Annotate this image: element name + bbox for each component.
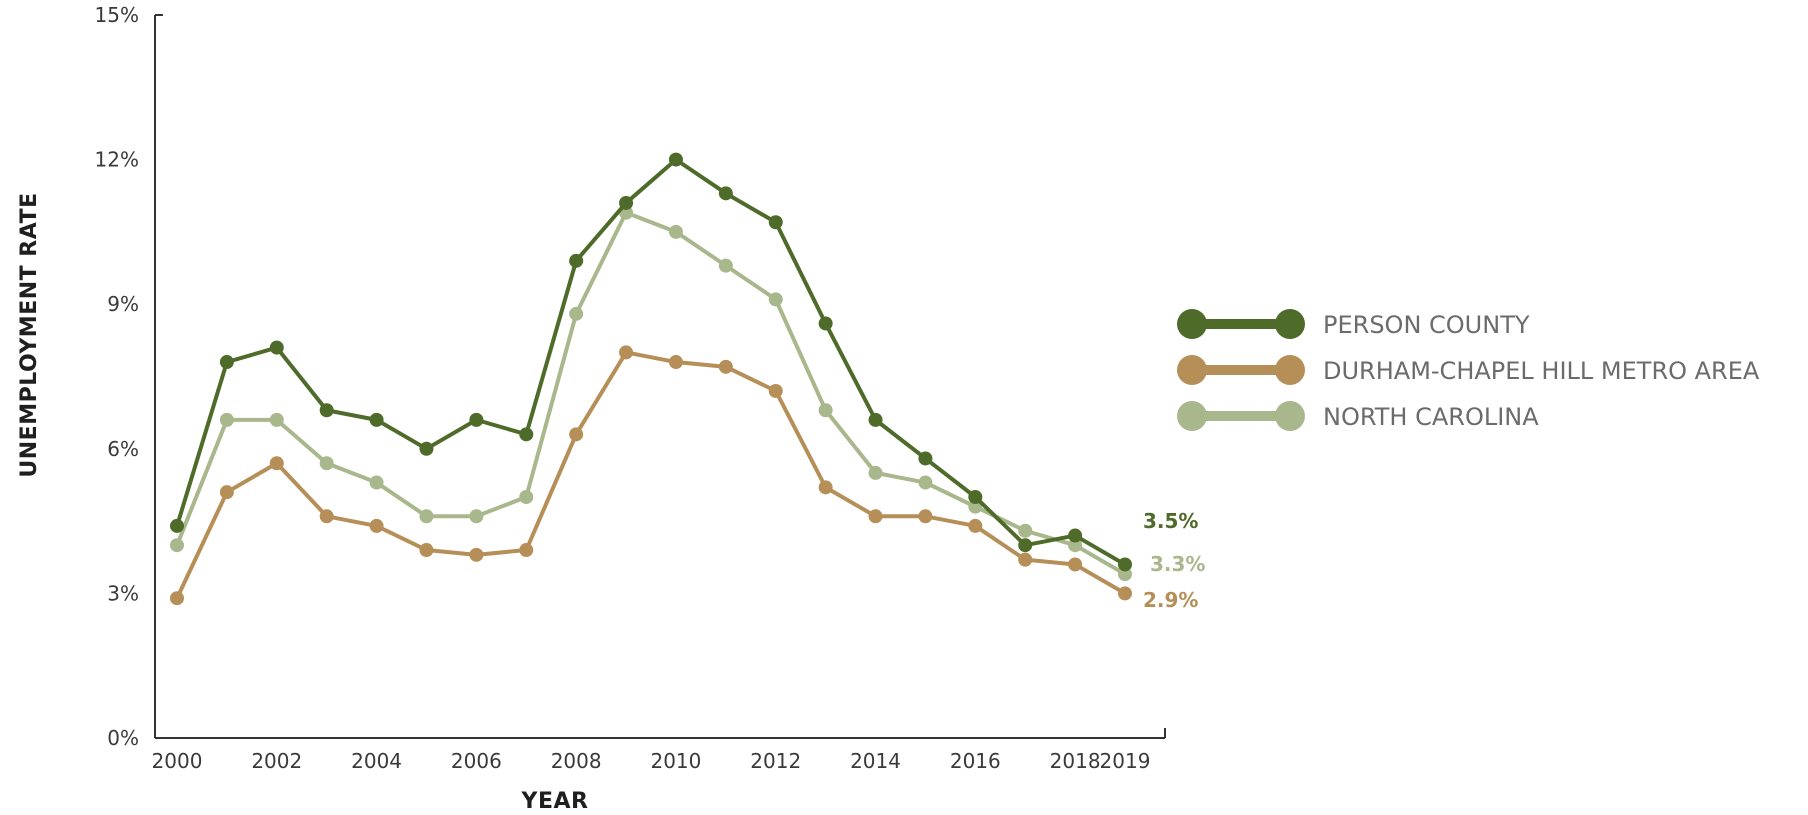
data-point — [569, 253, 584, 268]
data-point — [1118, 557, 1132, 572]
data-point — [219, 355, 234, 370]
data-point — [968, 490, 983, 504]
data-point — [170, 591, 184, 606]
x-tick-label: 2014 — [850, 749, 901, 773]
x-tick-label: 2008 — [551, 749, 602, 773]
data-point — [219, 412, 234, 427]
data-point — [219, 485, 234, 500]
legend-label: DURHAM-CHAPEL HILL METRO AREA — [1323, 357, 1760, 385]
x-tick-label: 2004 — [351, 749, 402, 773]
data-point — [519, 543, 534, 558]
x-tick-label: 2016 — [950, 749, 1001, 773]
data-point — [668, 152, 683, 167]
data-point — [1018, 552, 1033, 567]
axes: 0% 3% 6% 9% 12% 15% 2000 2002 2004 2006 2008 2010 20… — [95, 3, 1166, 773]
end-value-label: 3.3% — [1150, 552, 1205, 576]
data-point — [1118, 586, 1132, 601]
y-tick-label: 12% — [95, 148, 139, 172]
data-point — [768, 215, 783, 230]
data-point — [170, 538, 184, 553]
data-point — [868, 509, 883, 524]
data-point — [419, 543, 434, 558]
data-point — [918, 475, 933, 490]
data-point — [369, 412, 384, 427]
data-point — [818, 480, 833, 495]
data-point — [619, 345, 634, 360]
data-point — [1018, 538, 1033, 553]
data-point — [170, 518, 184, 533]
data-point — [369, 475, 384, 490]
data-point — [768, 292, 783, 307]
data-point — [369, 518, 384, 533]
data-point — [918, 451, 933, 466]
series-line-1 — [175, 350, 1127, 600]
y-tick-label: 6% — [107, 437, 139, 461]
end-labels: 3.5% 2.9% 3.3% — [1143, 509, 1205, 612]
x-tick-label: 2019 — [1100, 749, 1151, 773]
data-point — [868, 465, 883, 480]
x-axis-title: YEAR — [521, 789, 589, 814]
legend-label: PERSON COUNTY — [1323, 311, 1530, 339]
legend-swatch-dot — [1275, 355, 1305, 385]
x-tick-label: 2000 — [152, 749, 203, 773]
data-point — [918, 509, 933, 524]
legend-swatch-dot — [1275, 309, 1305, 339]
legend-swatch-dot — [1177, 355, 1207, 385]
data-point — [718, 258, 733, 273]
data-point — [818, 316, 833, 331]
data-point — [868, 412, 883, 427]
data-point — [818, 403, 833, 418]
legend: PERSON COUNTY DURHAM-CHAPEL HILL METRO AR… — [1177, 309, 1760, 431]
data-point — [319, 509, 334, 524]
data-point — [269, 340, 284, 355]
y-tick-label: 9% — [107, 292, 139, 316]
legend-swatch-dot — [1177, 401, 1207, 431]
data-point — [968, 518, 983, 533]
data-point — [519, 490, 534, 504]
series-line-0 — [175, 157, 1127, 567]
y-tick-label: 3% — [107, 581, 139, 605]
end-value-label: 2.9% — [1143, 588, 1198, 612]
data-point — [519, 427, 534, 442]
data-point — [569, 306, 584, 321]
data-point — [319, 456, 334, 471]
x-tick-label: 2010 — [650, 749, 701, 773]
data-point — [269, 456, 284, 471]
data-point — [319, 403, 334, 418]
data-point — [569, 427, 584, 442]
x-tick-label: 2002 — [251, 749, 302, 773]
legend-swatch-dot — [1275, 401, 1305, 431]
data-point — [269, 412, 284, 427]
data-point — [419, 441, 434, 456]
y-tick-label: 15% — [95, 3, 139, 27]
data-point — [1068, 557, 1083, 572]
data-point — [718, 359, 733, 374]
legend-swatch-dot — [1177, 309, 1207, 339]
series-layer — [170, 152, 1132, 606]
x-tick-label: 2018 — [1050, 749, 1101, 773]
end-value-label: 3.5% — [1143, 509, 1198, 533]
data-point — [619, 195, 634, 210]
y-axis-title: UNEMPLOYMENT RATE — [17, 192, 42, 477]
data-point — [668, 224, 683, 239]
data-point — [718, 186, 733, 201]
data-point — [469, 509, 484, 524]
data-point — [1068, 538, 1083, 553]
x-tick-label: 2006 — [451, 749, 502, 773]
data-point — [1118, 567, 1132, 582]
x-tick-label: 2012 — [750, 749, 801, 773]
data-point — [1018, 523, 1033, 538]
data-point — [469, 412, 484, 427]
legend-label: NORTH CAROLINA — [1323, 403, 1539, 431]
y-tick-label: 0% — [107, 726, 139, 750]
series-line-2 — [175, 210, 1127, 576]
data-point — [419, 509, 434, 524]
data-point — [1068, 528, 1083, 543]
data-point — [668, 355, 683, 370]
data-point — [768, 383, 783, 398]
data-point — [469, 547, 484, 562]
